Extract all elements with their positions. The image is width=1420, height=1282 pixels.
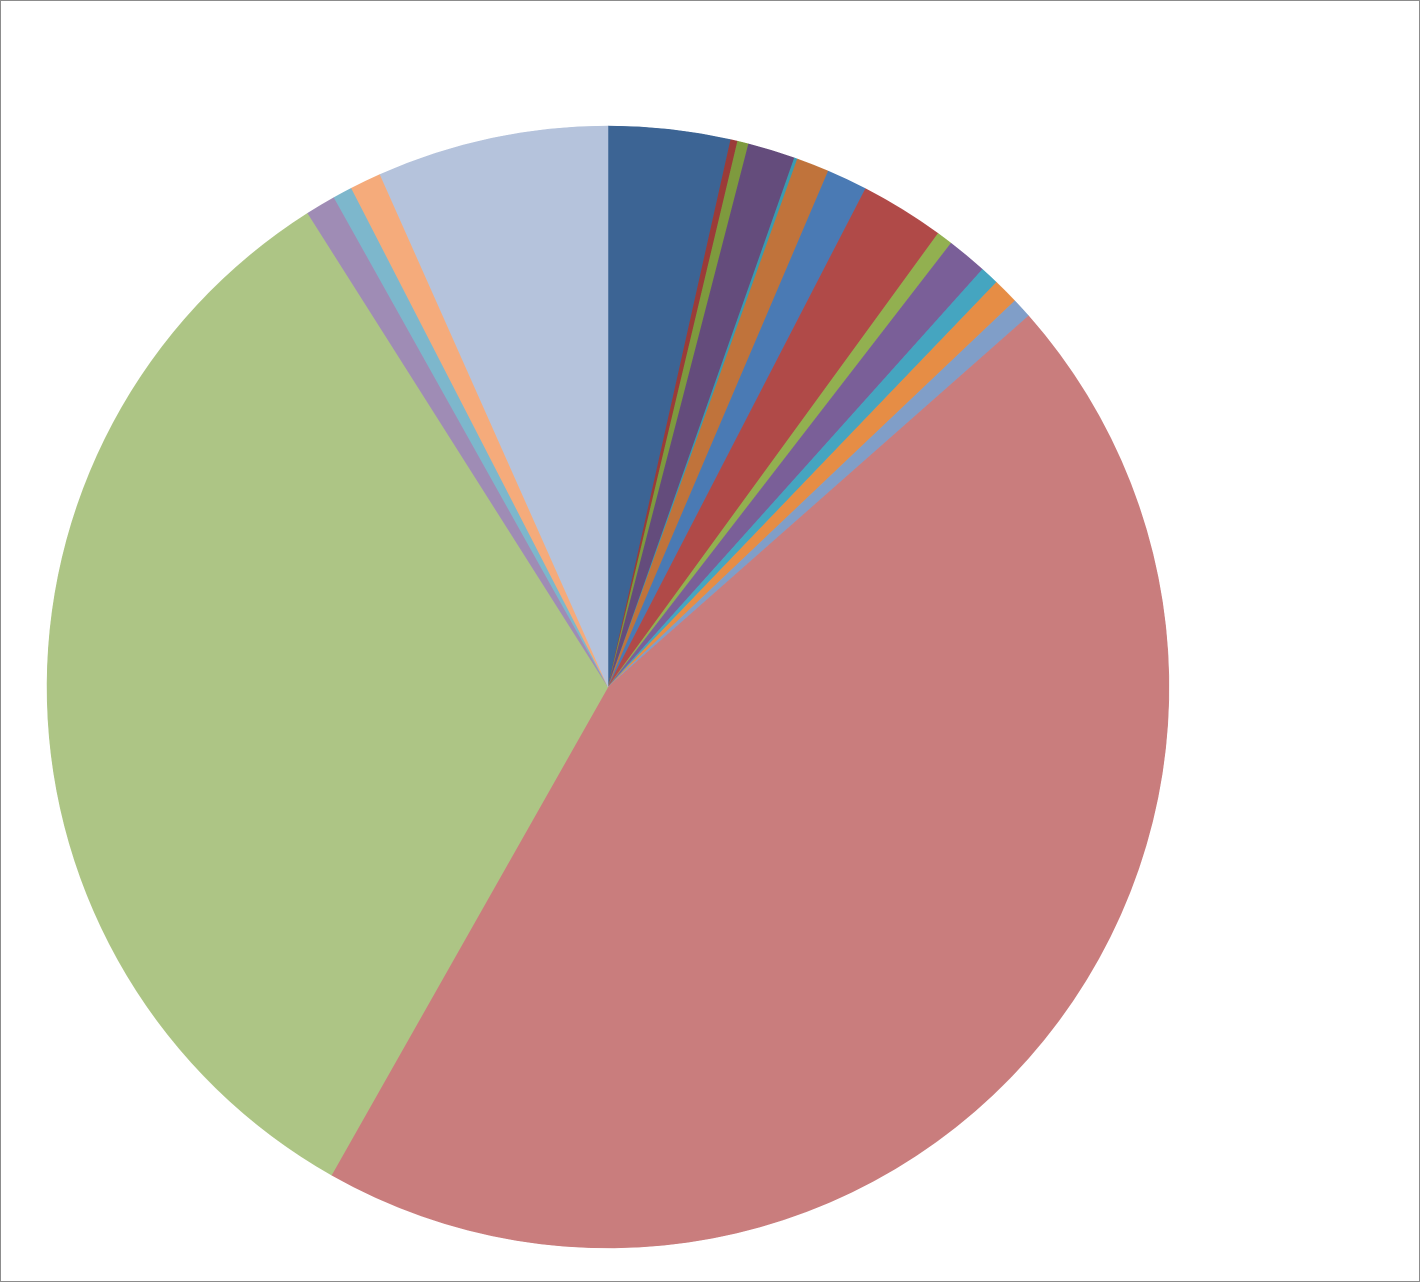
- pie-slice: [331, 315, 1170, 1249]
- pie-slice: [46, 212, 609, 1176]
- pie-slice: [379, 125, 609, 688]
